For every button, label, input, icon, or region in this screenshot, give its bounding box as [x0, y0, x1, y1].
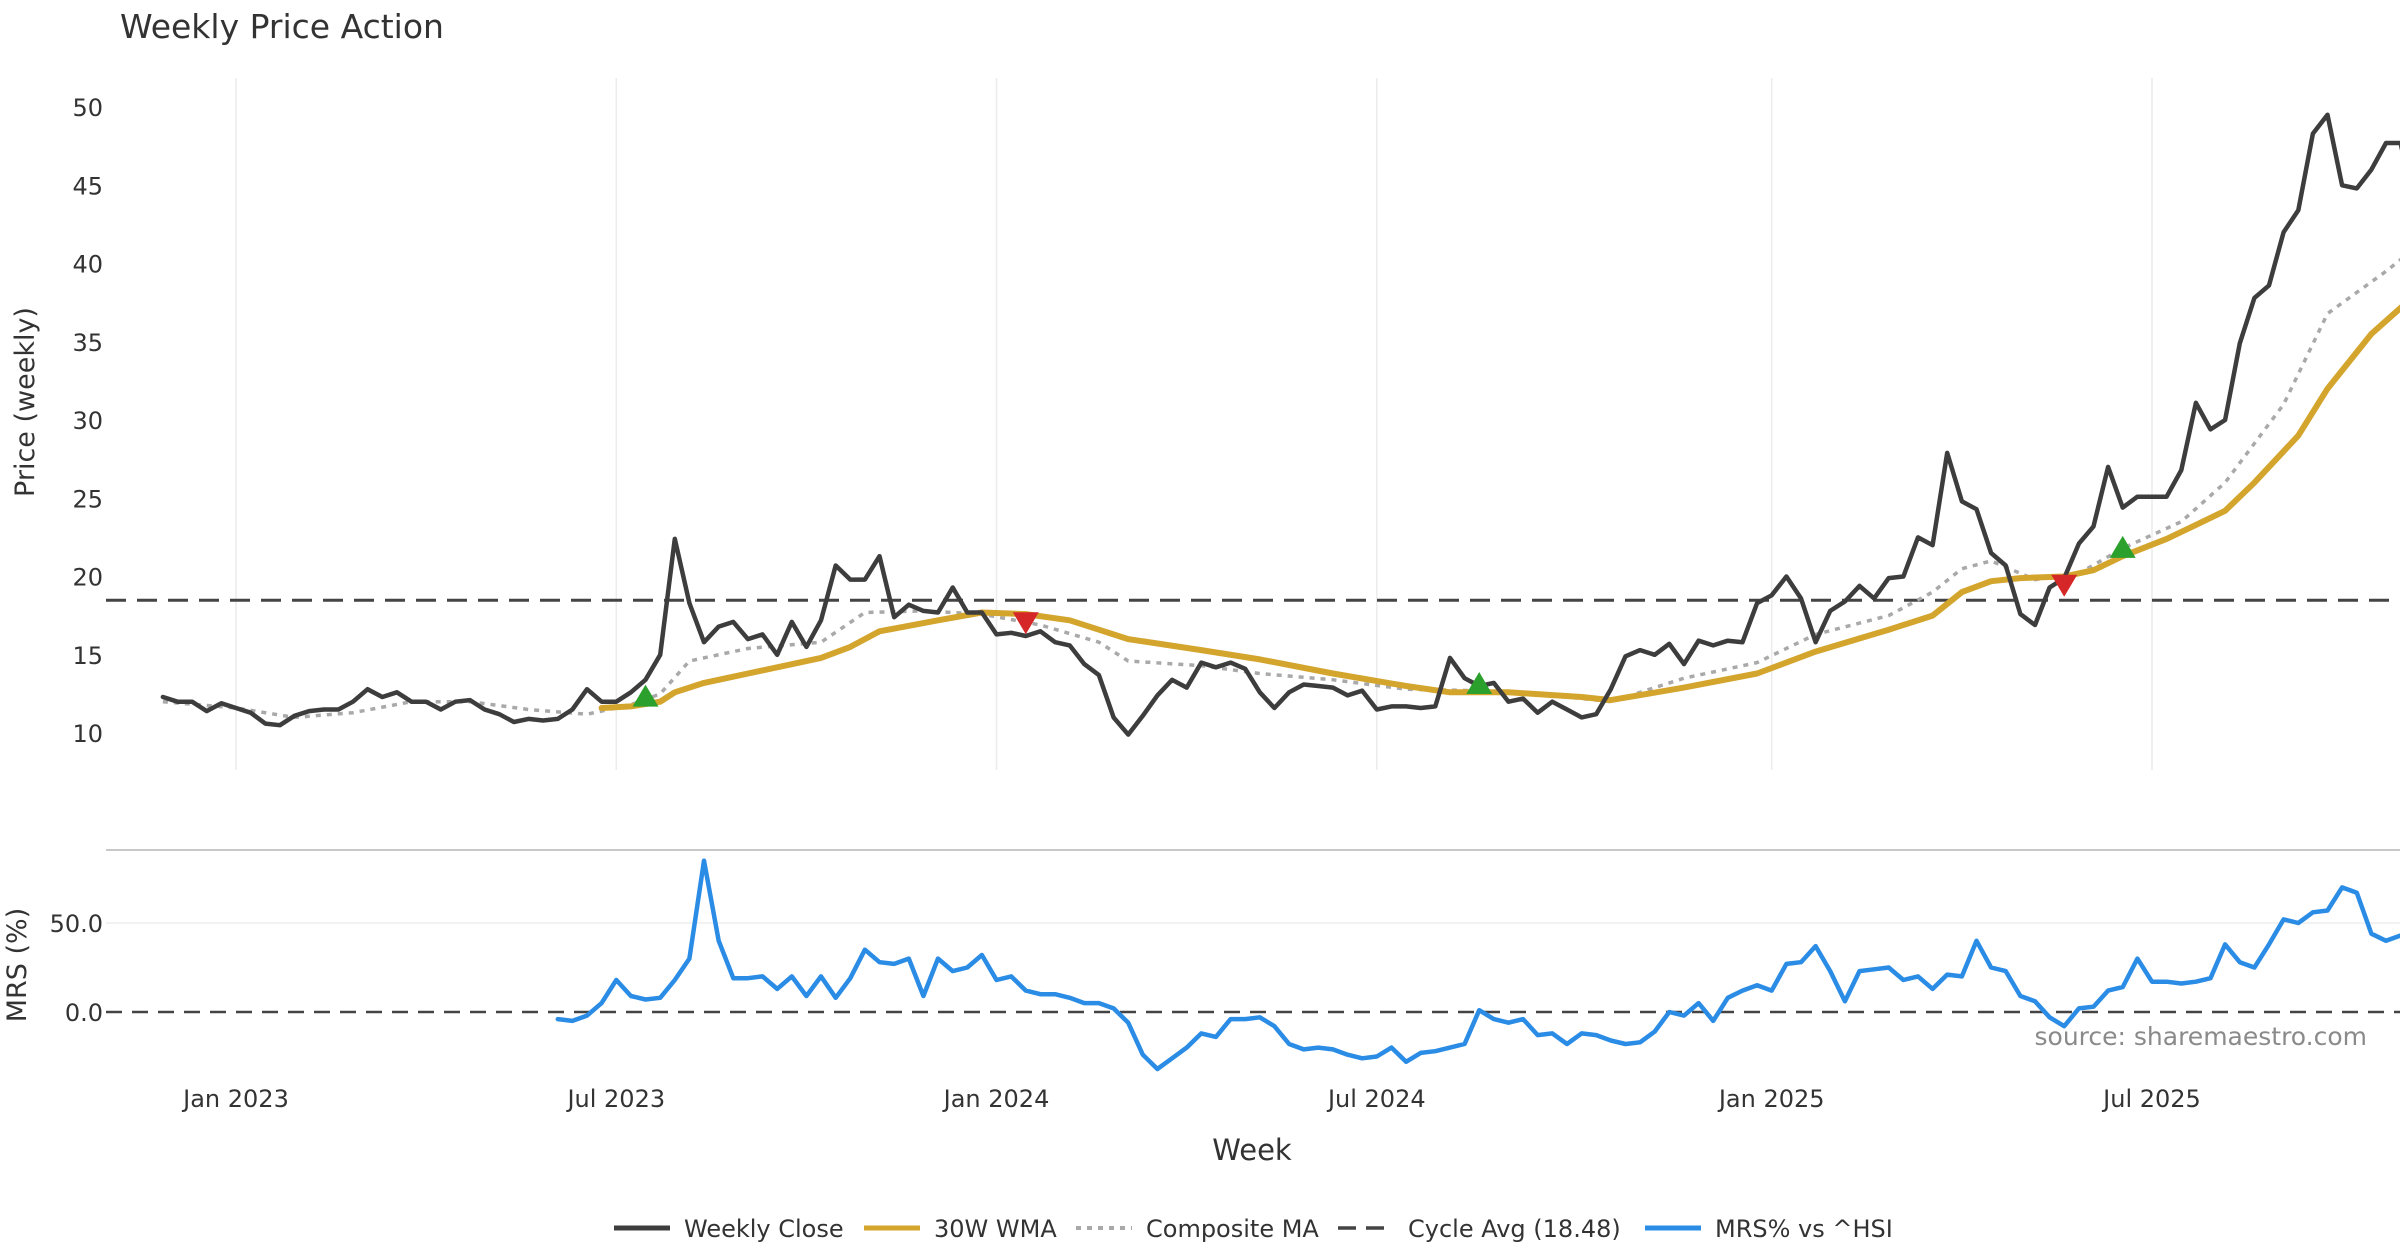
price-y-tick-label: 25 — [72, 485, 103, 513]
legend-item: Weekly Close — [614, 1215, 844, 1243]
mrs-series — [555, 858, 2400, 1072]
mrs-y-tick-label: 50.0 — [50, 910, 103, 938]
signal-markers — [632, 535, 2136, 707]
sell-signal-marker — [1012, 612, 1039, 635]
price-y-tick-label: 30 — [72, 407, 103, 435]
x-tick-label: Jan 2024 — [942, 1085, 1050, 1113]
x-tick-labels: Jan 2023 Jul 2023 Jan 2024 Jul 2024 Jan 2025… — [181, 1085, 2201, 1113]
legend-label: Weekly Close — [684, 1215, 844, 1243]
price-y-tick-label: 40 — [72, 251, 103, 279]
price-series — [160, 112, 2400, 737]
x-tick-label: Jul 2025 — [2101, 1085, 2201, 1113]
price-y-tick-label: 50 — [72, 94, 103, 122]
x-axis-label: Week — [1212, 1133, 1292, 1167]
price-y-tick-label: 15 — [72, 642, 103, 670]
legend: Weekly Close 30W WMA Composite MA Cycle Avg… — [614, 1215, 1893, 1243]
y-tick-labels: 10 15 20 25 30 35 40 45 50 0.0 50.0 — [50, 94, 103, 1027]
mrs-y-axis-label: MRS (%) — [2, 908, 33, 1023]
mrs-y-tick-label: 0.0 — [65, 999, 103, 1027]
legend-label: 30W WMA — [934, 1215, 1057, 1243]
buy-signal-marker — [632, 684, 659, 707]
buy-signal-marker — [2109, 535, 2136, 558]
sell-signal-marker — [2051, 574, 2078, 597]
reference-lines — [106, 598, 2400, 1014]
series-composite-ma — [162, 257, 2400, 720]
legend-item: Composite MA — [1076, 1215, 1319, 1243]
legend-item: 30W WMA — [864, 1215, 1057, 1243]
series-30w-wma — [598, 304, 2400, 711]
price-y-tick-label: 20 — [72, 564, 103, 592]
price-y-tick-label: 10 — [72, 720, 103, 748]
legend-label: MRS% vs ^HSI — [1715, 1215, 1893, 1243]
legend-item: Cycle Avg (18.48) — [1338, 1215, 1621, 1243]
price-y-tick-label: 35 — [72, 329, 103, 357]
x-tick-label: Jan 2025 — [1717, 1085, 1825, 1113]
source-note: source: sharemaestro.com — [2035, 1022, 2368, 1051]
chart-title: Weekly Price Action — [120, 7, 444, 46]
legend-label: Cycle Avg (18.48) — [1408, 1215, 1621, 1243]
x-tick-label: Jul 2024 — [1326, 1085, 1426, 1113]
series-weekly-close — [160, 112, 2400, 737]
price-y-tick-label: 45 — [72, 172, 103, 200]
price-y-axis-label: Price (weekly) — [10, 307, 41, 497]
buy-signal-marker — [1466, 672, 1493, 694]
grid — [106, 78, 2400, 924]
legend-label: Composite MA — [1146, 1215, 1319, 1243]
x-tick-label: Jul 2023 — [565, 1085, 665, 1113]
legend-item: MRS% vs ^HSI — [1645, 1215, 1893, 1243]
x-tick-label: Jan 2023 — [181, 1085, 289, 1113]
series-mrs — [555, 858, 2400, 1072]
